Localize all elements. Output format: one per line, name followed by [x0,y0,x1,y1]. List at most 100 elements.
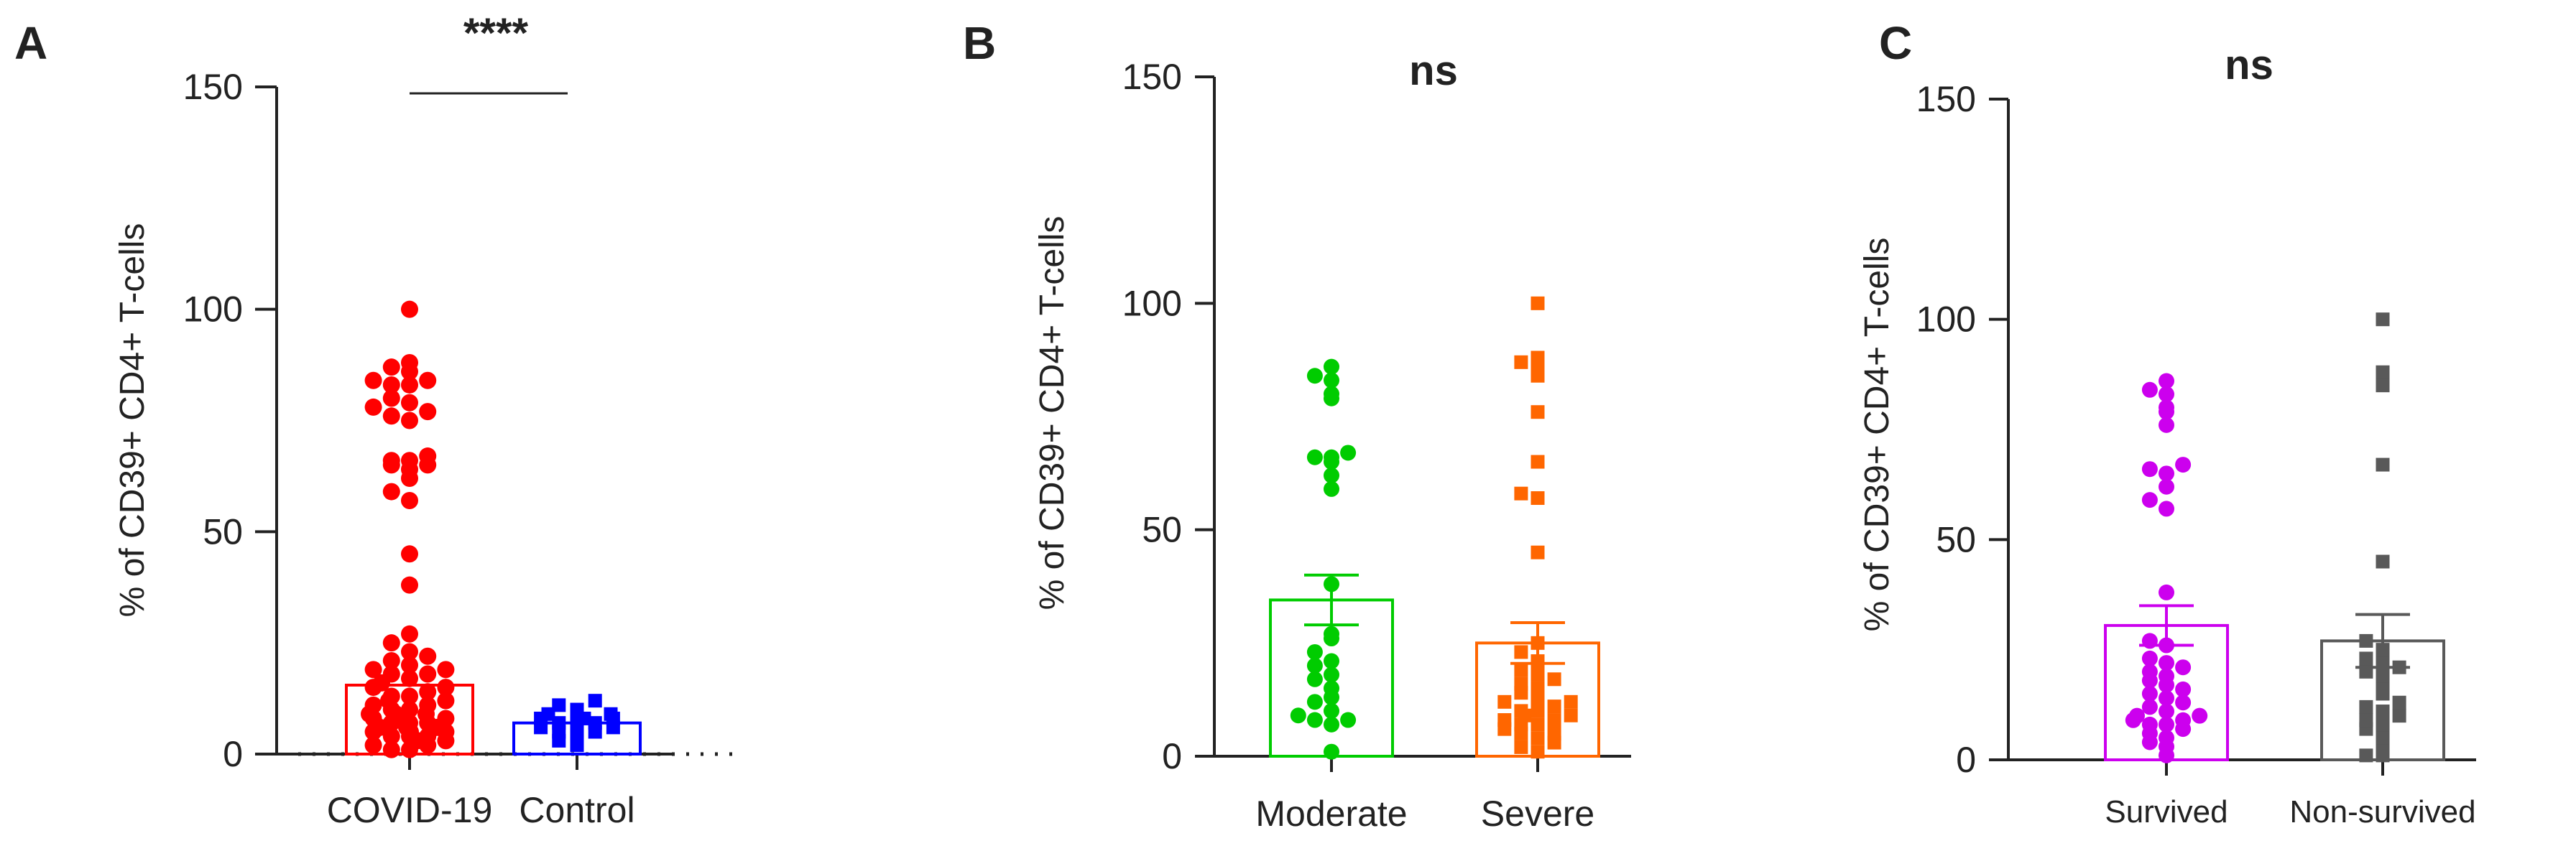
panel-a-covid-19-point [401,376,418,394]
panel-a-control-point [604,707,618,721]
panel-a-covid-19-point [401,687,418,705]
panel-a-covid-19-point [401,394,418,412]
panel-b-severe-point [1531,455,1545,469]
panel-a-covid-19-point [401,353,418,371]
panel-b-severe-point [1531,405,1545,419]
panel-a-covid-19-point [382,651,400,669]
panel-c-letter: C [1879,17,1912,69]
panel-b-moderate-point [1324,386,1339,402]
panel-b-severe-point [1531,717,1545,732]
panel-b-category-label-severe: Severe [1481,794,1594,834]
panel-a-covid-19-point [419,647,437,665]
panel-a-y-tick-label: 150 [183,67,243,107]
panel-b-moderate-point [1324,372,1339,389]
panel-c-survived-point [2192,707,2208,724]
panel-a-covid-19-point [401,576,418,594]
panel-c-survived-point [2159,465,2174,482]
panel-a-covid-19-point [401,452,418,470]
panel-a-covid-19-point [382,665,400,683]
panel-b-moderate-point [1306,449,1323,465]
panel-b-y-tick-label: 100 [1122,283,1182,323]
panel-a-control-point [552,716,566,730]
panel-b-severe-point [1514,645,1528,659]
panel-c-survived-point [2159,417,2174,433]
panel-a-covid-19-point [382,452,400,470]
panel-a-covid-19-point [419,371,437,389]
panel-c-survived-point [2159,478,2174,495]
panel-c-survived-point [2159,584,2174,600]
panel-b-severe-point [1531,731,1545,745]
panel-c-survived-point [2141,650,2158,666]
panel-c-non-survived-point [2376,669,2390,683]
panel-c-non-survived-point [2376,378,2390,393]
panel-c-non-survived-point [2359,748,2373,763]
panel-c-survived-point [2141,686,2158,702]
panel-a-covid-19-point [401,625,418,643]
panel-b-moderate-point [1306,643,1323,660]
panel-b-moderate-point [1324,358,1339,375]
panel-a-covid-19-point [364,371,382,389]
panel-a-significance: **** [463,10,529,57]
panel-c-survived-point [2159,399,2174,416]
panel-b-severe-point [1531,745,1545,759]
panel-c-survived-point [2141,716,2158,733]
panel-b-severe-point [1531,364,1545,378]
panel-b-moderate-point [1324,702,1339,719]
panel-c-survived-point [2129,707,2145,724]
panel-c-non-survived-point [2376,312,2390,327]
panel-b-y-tick-label: 0 [1162,736,1182,776]
panel-b-moderate-point [1324,666,1339,683]
panel-a-category-label-covid19: COVID-19 [327,790,493,830]
panel-b-moderate-point [1324,467,1339,483]
panel-b-moderate-point [1340,712,1357,728]
panel-b-severe-point [1531,636,1545,650]
panel-a-covid-19-point [401,491,418,509]
panel-c-survived-point [2141,664,2158,680]
panel-b-severe-point [1531,491,1545,506]
panel-c-survived-point [2175,712,2192,728]
panel-c: C % of CD39+ CD4+ T-cells ns Survived No… [1858,17,2476,829]
panel-c-survived-point [2141,633,2158,649]
panel-c-non-survived-point [2359,699,2373,714]
panel-b-severe-point [1531,667,1545,682]
panel-b-severe-point [1514,486,1528,501]
panel-b-moderate-point [1306,368,1323,384]
panel-a: A % of CD39+ CD4+ T-cells **** COVID-19 … [14,10,733,830]
panel-a-covid-19-point [364,398,382,416]
panel-c-survived-point [2175,659,2192,676]
panel-c-survived-point [2141,699,2158,715]
panel-b-severe-point [1547,699,1561,714]
panel-a-covid-19-point [382,634,400,652]
panel-c-non-survived-point [2359,713,2373,728]
panel-b-moderate-point [1324,680,1339,697]
panel-a-covid-19-point [382,740,400,758]
panel-c-y-tick-label: 50 [1936,519,1976,559]
panel-c-category-label-non-survived: Non-survived [2289,794,2475,829]
panel-b-category-label-moderate: Moderate [1255,794,1407,834]
panel-a-covid-19-point [401,545,418,563]
panel-c-survived-point [2159,730,2174,746]
panel-b-moderate-point [1324,626,1339,642]
panel-b-moderate-point [1306,671,1323,687]
panel-c-survived-point [2159,655,2174,671]
panel-a-covid-19-point [419,696,437,714]
panel-c-y-tick-label: 150 [1916,79,1976,119]
panel-c-survived-point [2159,716,2174,733]
panel-c-survived-point [2141,492,2158,508]
panel-a-covid-19-point [364,736,382,754]
panel-b-severe-point [1547,672,1561,687]
panel-a-covid-19-point [364,661,382,679]
panel-b-moderate-point [1306,657,1323,674]
panel-a-control-point [570,702,584,717]
panel-b-moderate-point [1306,694,1323,710]
panel-a-letter: A [14,17,47,69]
panel-c-non-survived-point [2359,651,2373,666]
panel-c-non-survived-point [2392,695,2406,710]
panel-c-survived-point [2175,681,2192,697]
panel-b-moderate-point [1324,716,1339,733]
panel-b-severe-point [1514,704,1528,718]
panel-b-letter: B [963,17,996,69]
panel-c-non-survived-point [2359,633,2373,648]
panel-c-survived-point [2159,668,2174,684]
panel-c-non-survived-point [2376,730,2390,745]
